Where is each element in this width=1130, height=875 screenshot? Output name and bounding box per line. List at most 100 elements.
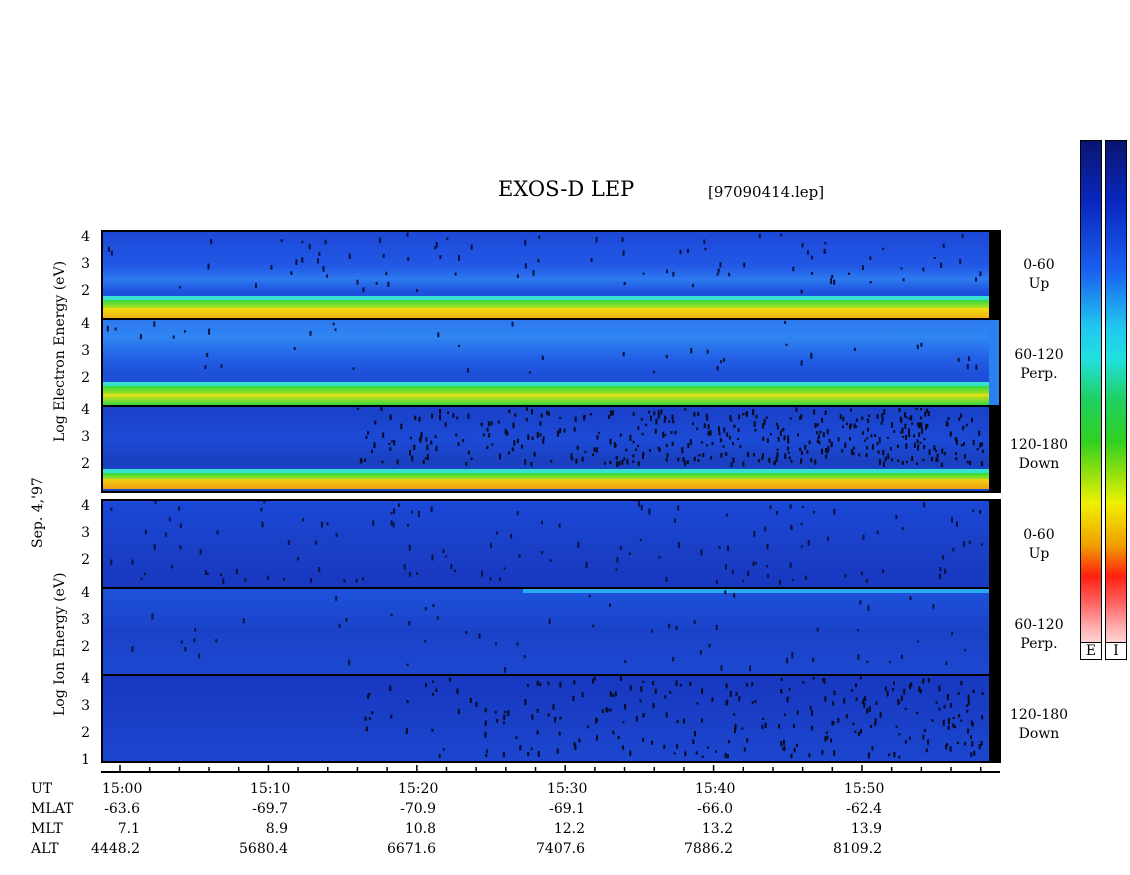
noise-pixel: [881, 413, 884, 418]
noise-pixel: [616, 556, 619, 563]
noise-pixel: [954, 725, 956, 729]
noise-pixel: [963, 540, 965, 547]
table-cell-alt: 7886.2: [684, 841, 733, 857]
noise-pixel: [615, 455, 618, 460]
noise-pixel: [418, 437, 421, 441]
noise-pixel: [917, 422, 920, 427]
noise-pixel: [206, 352, 209, 358]
noise-pixel: [639, 699, 642, 703]
noise-pixel: [632, 454, 635, 458]
noise-pixel: [683, 718, 685, 724]
noise-pixel: [445, 555, 448, 558]
noise-pixel: [106, 325, 109, 332]
noise-pixel: [904, 740, 907, 744]
noise-pixel: [153, 321, 156, 327]
noise-pixel: [905, 435, 907, 440]
noise-pixel: [786, 657, 789, 664]
noise-pixel: [511, 447, 514, 452]
noise-pixel: [911, 456, 914, 461]
noise-pixel: [963, 442, 965, 446]
noise-pixel: [364, 458, 366, 462]
noise-pixel: [537, 258, 540, 263]
noise-pixel: [799, 447, 802, 452]
noise-pixel: [497, 420, 500, 424]
noise-pixel: [458, 255, 460, 261]
noise-pixel: [484, 708, 487, 713]
noise-pixel: [860, 571, 863, 576]
noise-pixel: [824, 410, 827, 415]
noise-pixel: [204, 570, 207, 575]
noise-pixel: [664, 415, 667, 420]
noise-pixel: [439, 414, 441, 421]
noise-pixel: [727, 545, 729, 552]
noise-pixel: [260, 507, 263, 512]
noise-pixel: [958, 417, 961, 421]
noise-pixel: [563, 428, 566, 433]
noise-pixel: [971, 722, 974, 727]
noise-pixel: [916, 711, 919, 715]
noise-pixel: [935, 449, 938, 452]
noise-pixel: [632, 440, 635, 444]
noise-pixel: [918, 432, 921, 437]
noise-pixel: [761, 724, 764, 730]
noise-pixel: [775, 456, 778, 462]
noise-pixel: [882, 461, 885, 467]
noise-pixel: [701, 755, 704, 758]
noise-pixel: [708, 643, 711, 648]
noise-pixel: [679, 249, 682, 255]
noise-pixel: [635, 448, 638, 451]
noise-pixel: [648, 410, 650, 414]
noise-pixel: [967, 699, 970, 706]
noise-pixel: [960, 719, 963, 722]
noise-pixel: [153, 544, 156, 550]
noise-pixel: [742, 461, 745, 467]
noise-pixel: [746, 411, 748, 417]
noise-pixel: [821, 448, 823, 455]
noise-pixel: [521, 444, 523, 449]
noise-pixel: [665, 354, 668, 359]
ion-colorbar: [1105, 140, 1127, 660]
noise-pixel: [503, 714, 506, 721]
noise-pixel: [796, 710, 799, 715]
noise-pixel: [663, 418, 666, 423]
noise-pixel: [371, 449, 373, 453]
y-tick-label: 2: [81, 370, 90, 386]
noise-pixel: [890, 458, 893, 462]
noise-pixel: [378, 237, 381, 243]
noise-pixel: [692, 283, 694, 288]
noise-pixel: [506, 431, 509, 436]
noise-pixel: [704, 247, 707, 251]
noise-pixel: [898, 701, 901, 704]
noise-pixel: [470, 244, 473, 250]
noise-pixel: [816, 423, 819, 427]
noise-pixel: [368, 692, 371, 696]
noise-pixel: [717, 426, 720, 432]
noise-pixel: [879, 711, 882, 718]
noise-pixel: [486, 445, 489, 450]
noise-pixel: [747, 451, 750, 458]
noise-pixel: [910, 682, 913, 687]
noise-pixel: [831, 720, 834, 726]
noise-pixel: [920, 342, 923, 347]
noise-pixel: [715, 579, 718, 584]
noise-pixel: [729, 417, 732, 420]
noise-pixel: [970, 735, 972, 739]
noise-pixel: [956, 440, 958, 445]
noise-pixel: [722, 445, 725, 448]
noise-pixel: [406, 524, 409, 527]
noise-pixel: [945, 744, 948, 750]
noise-pixel: [859, 676, 862, 680]
noise-pixel: [581, 456, 584, 462]
noise-pixel: [390, 613, 393, 617]
noise-pixel: [908, 736, 911, 740]
noise-pixel: [413, 444, 416, 450]
noise-pixel: [904, 423, 907, 429]
noise-pixel: [387, 281, 390, 287]
noise-pixel: [919, 422, 922, 428]
noise-pixel: [681, 450, 684, 454]
noise-pixel: [359, 458, 362, 464]
ion-band-perp: [103, 589, 999, 674]
file-name: [97090414.lep]: [708, 183, 825, 201]
noise-pixel: [559, 681, 562, 688]
noise-pixel: [499, 577, 502, 582]
